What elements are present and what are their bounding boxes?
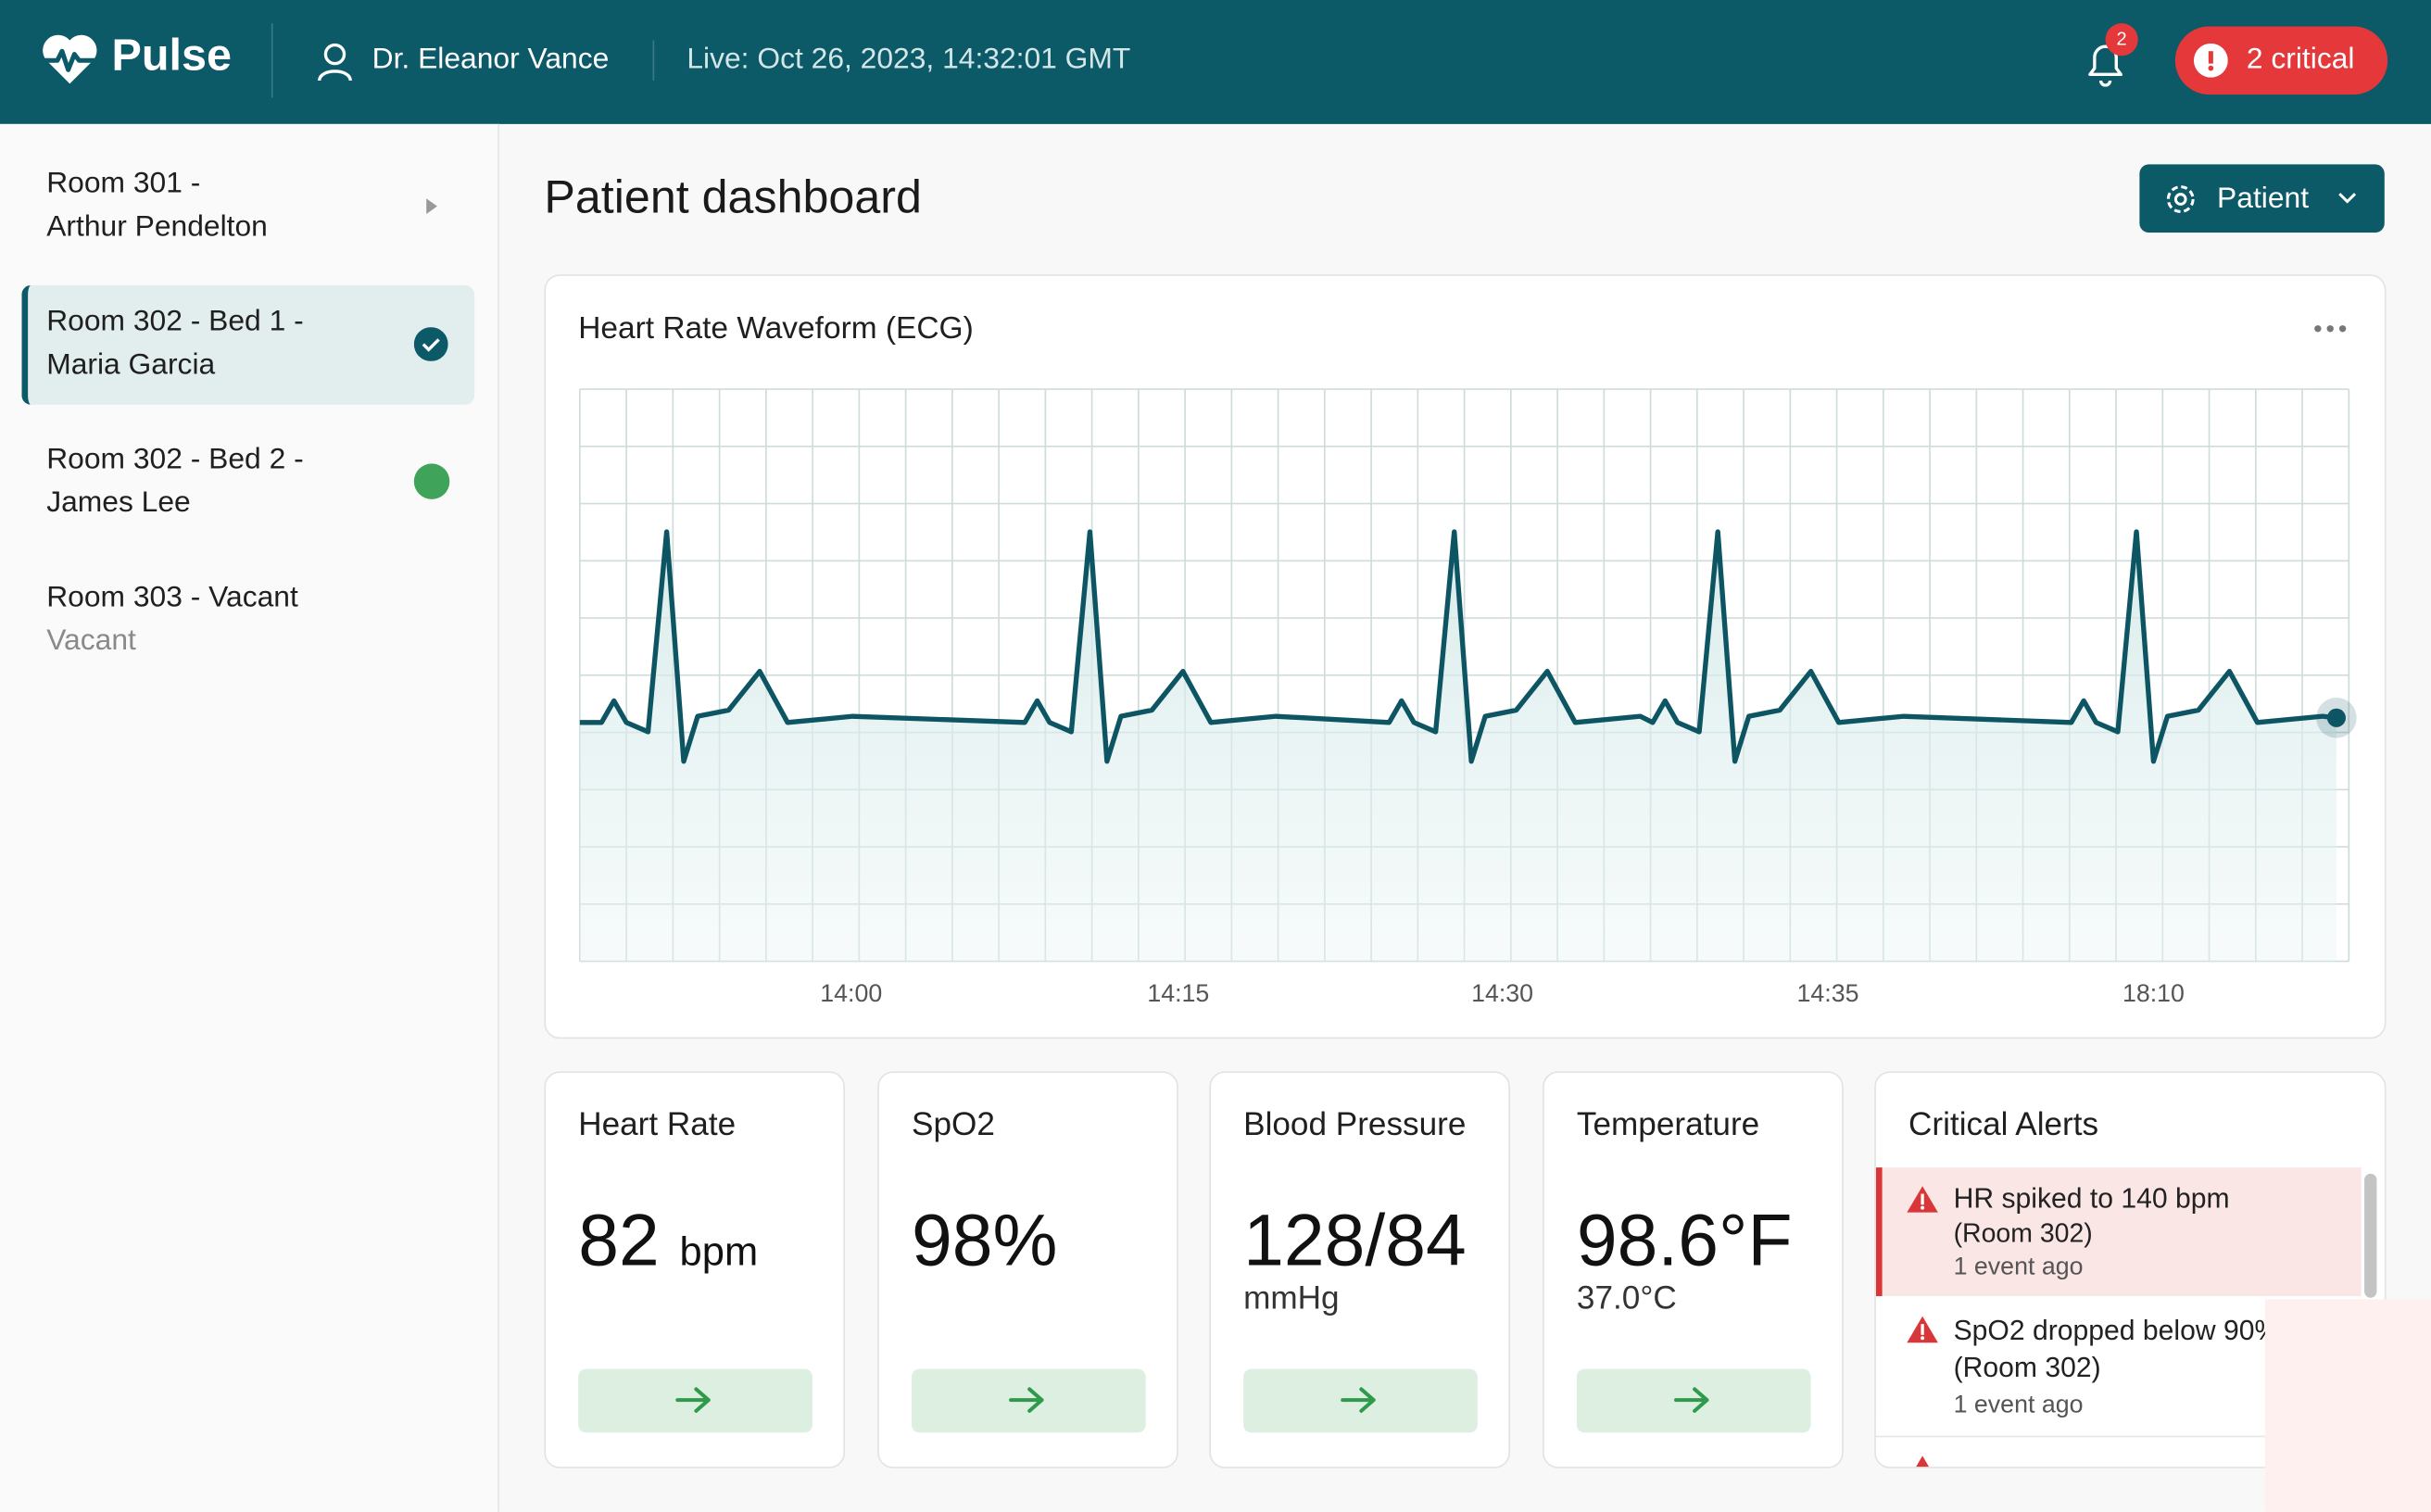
user-icon bbox=[318, 43, 352, 82]
alert-item[interactable]: SpO2 dropped below 90% (Room 302) 1 even… bbox=[1875, 1299, 2267, 1438]
alerts-card: Critical Alerts HR spiked to 140 bpm (Ro… bbox=[1874, 1071, 2387, 1468]
logo-icon bbox=[43, 34, 97, 84]
arrow-icon bbox=[1009, 1387, 1044, 1413]
status-dot bbox=[413, 463, 450, 499]
alert-item[interactable]: HR spiked to 140 bpm (Room 302) 1 event … bbox=[1875, 1167, 2362, 1297]
notification-badge: 2 bbox=[2105, 23, 2138, 57]
room-item[interactable]: Room 302 - Bed 1 - Maria Garcia bbox=[46, 301, 303, 388]
ecg-plot: 14:00 14:15 14:30 14:35 18:10 bbox=[579, 388, 2357, 1007]
alert-room: (Room 302) bbox=[1953, 1352, 2101, 1383]
vital-value: 128/84 bbox=[1243, 1198, 1467, 1281]
unit: bpm bbox=[679, 1228, 759, 1275]
unit: 37.0°C bbox=[1576, 1280, 1677, 1317]
critical-button[interactable]: 2 critical bbox=[2174, 26, 2388, 95]
vital-card: Temperature 98.6°F 37.0°C bbox=[1543, 1071, 1844, 1468]
x-tick-label: 14:30 bbox=[1471, 979, 1533, 1007]
top-bar: Pulse Dr. Eleanor Vance Live: Oct 26, 20… bbox=[0, 0, 2431, 124]
page-title: Patient dashboard bbox=[544, 171, 922, 223]
chevron bbox=[426, 198, 437, 214]
alert-icon bbox=[2193, 43, 2228, 78]
warning-icon bbox=[1907, 1186, 1938, 1213]
alert-time: 1 event ago bbox=[1953, 1392, 2084, 1419]
room-item[interactable]: Room 301 - Arthur Pendelton bbox=[46, 163, 268, 250]
live-time: Live: Oct 26, 2023, 14:32:01 GMT bbox=[686, 43, 1131, 77]
card-title: Heart Rate bbox=[578, 1106, 737, 1143]
x-tick-label: 18:10 bbox=[2122, 979, 2185, 1007]
vital-card: SpO2 98% bbox=[877, 1071, 1178, 1468]
arrow-icon bbox=[675, 1387, 711, 1413]
room-item[interactable]: Room 302 - Bed 2 - James Lee bbox=[46, 439, 303, 526]
room-name: Room 303 - Vacant bbox=[46, 581, 298, 614]
room-name: Room 301 - bbox=[46, 167, 201, 200]
value: 82 bbox=[578, 1198, 660, 1281]
button-label: Patient bbox=[2217, 183, 2310, 216]
x-tick-label: 14:35 bbox=[1797, 979, 1859, 1007]
waveform bbox=[579, 529, 2337, 764]
patient-name: James Lee bbox=[46, 486, 191, 520]
card-title: Critical Alerts bbox=[1908, 1106, 2099, 1143]
patient-button[interactable]: Patient bbox=[2139, 164, 2385, 233]
details-button[interactable] bbox=[1576, 1368, 1811, 1433]
waveform-area bbox=[579, 532, 2337, 962]
vital-value: 82 bpm bbox=[578, 1197, 758, 1282]
selected-highlight[interactable] bbox=[21, 284, 475, 405]
check-icon bbox=[413, 327, 448, 361]
arrow-icon bbox=[1674, 1387, 1709, 1413]
user-name[interactable]: Dr. Eleanor Vance bbox=[372, 43, 610, 77]
x-tick-label: 14:15 bbox=[1147, 979, 1209, 1007]
x-tick-label: 14:00 bbox=[820, 979, 882, 1007]
card-title: Heart Rate Waveform (ECG) bbox=[578, 311, 974, 346]
brand[interactable]: Pulse bbox=[111, 31, 232, 82]
cursor-dot bbox=[2326, 708, 2346, 727]
scrollbar[interactable] bbox=[2364, 1173, 2377, 1298]
card-title: Blood Pressure bbox=[1243, 1106, 1467, 1143]
critical-label: 2 critical bbox=[2246, 43, 2355, 77]
warning-icon bbox=[1907, 1316, 1938, 1343]
alert-message: HR spiked to 140 bpm bbox=[1953, 1182, 2230, 1215]
ecg-card: Heart Rate Waveform (ECG) 14:00 14:15 14:3… bbox=[544, 274, 2387, 1040]
details-button[interactable] bbox=[578, 1368, 812, 1433]
card-title: Temperature bbox=[1576, 1106, 1760, 1143]
divider bbox=[271, 23, 273, 98]
patient-name: Vacant bbox=[46, 624, 136, 658]
overlay bbox=[2264, 1299, 2431, 1512]
unit: mmHg bbox=[1243, 1280, 1340, 1317]
warning-icon bbox=[1916, 1455, 1929, 1468]
vital-card: Blood Pressure 128/84 mmHg bbox=[1209, 1071, 1510, 1468]
alert-time: 1 event ago bbox=[1953, 1254, 2084, 1281]
details-button[interactable] bbox=[1243, 1368, 1478, 1433]
room-name: Room 302 - Bed 1 - bbox=[46, 305, 304, 338]
details-button[interactable] bbox=[912, 1368, 1146, 1433]
divider bbox=[652, 40, 655, 82]
vital-value: 98.6°F bbox=[1576, 1198, 1793, 1281]
chevron-down bbox=[2338, 193, 2357, 204]
arrow-icon bbox=[1341, 1387, 1376, 1413]
room-name: Room 302 - Bed 2 - bbox=[46, 443, 304, 476]
sidebar: Room 301 - Arthur Pendelton Room 302 - Be… bbox=[0, 123, 499, 1512]
vital-card: Heart Rate 82 bpm bbox=[544, 1071, 846, 1468]
alert-message: SpO2 dropped below 90% bbox=[1953, 1315, 2267, 1346]
vital-value: 98% bbox=[912, 1198, 1058, 1281]
patient-name: Maria Garcia bbox=[46, 348, 216, 382]
card-title: SpO2 bbox=[912, 1106, 995, 1143]
alert-room: (Room 302) bbox=[1953, 1218, 2093, 1249]
gear-icon bbox=[2166, 185, 2195, 213]
more-menu[interactable] bbox=[2313, 322, 2350, 334]
patient-name: Arthur Pendelton bbox=[46, 210, 268, 244]
room-item[interactable]: Room 303 - Vacant Vacant bbox=[46, 577, 298, 664]
